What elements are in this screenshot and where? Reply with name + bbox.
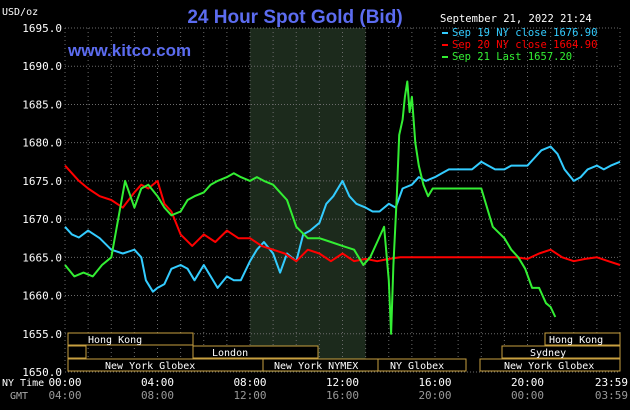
legend-label: Sep 19 NY close 1676.90 xyxy=(452,27,597,39)
y-tick-label: 1690.0 xyxy=(22,60,62,73)
london-session-shade xyxy=(250,28,366,372)
y-tick-label: 1670.0 xyxy=(22,213,62,226)
session-bars: Hong Kong London New York Globex New Yor… xyxy=(67,332,621,372)
session-label-new-york-globex-left: New York Globex xyxy=(105,361,195,372)
y-axis-ticks: 1650.0 1655.0 1660.0 1665.0 1670.0 1675.0 1680… xyxy=(22,22,62,379)
x-tick-label-gmt: 20:00 xyxy=(418,389,451,402)
y-tick-label: 1695.0 xyxy=(22,22,62,35)
session-bar-ny-globex xyxy=(377,358,467,372)
session-bar-hong-kong-top xyxy=(67,332,194,346)
session-label-new-york-nymex: New York NYMEX xyxy=(274,361,358,372)
x-tick-label-gmt: 03:59 xyxy=(595,389,628,402)
session-bar-hong-kong-right xyxy=(544,332,621,346)
series-line-sep-19 xyxy=(64,145,621,293)
session-label-london: London xyxy=(212,348,248,359)
x-tick-label-ny: 00:00 xyxy=(48,376,81,389)
y-tick-label: 1650.0 xyxy=(22,366,62,379)
x-tick-label-ny: 20:00 xyxy=(511,376,544,389)
legend-label: Sep 21 Last 1657.20 xyxy=(452,51,572,63)
legend-label: Sep 20 NY close 1664.90 xyxy=(452,39,597,51)
session-bar-london-left-stub xyxy=(67,345,87,359)
series-line-sep-21 xyxy=(64,80,557,335)
session-label-sydney: Sydney xyxy=(530,348,566,359)
chart-title: 24 Hour Spot Gold (Bid) xyxy=(187,7,402,28)
y-tick-label: 1660.0 xyxy=(22,290,62,303)
y-tick-label: 1655.0 xyxy=(22,328,62,341)
x-tick-label-ny: 12:00 xyxy=(326,376,359,389)
x-tick-label-ny: 04:00 xyxy=(141,376,174,389)
chart-grid xyxy=(64,27,621,373)
session-label-hong-kong-right: Hong Kong xyxy=(549,335,603,346)
y-tick-label: 1675.0 xyxy=(22,175,62,188)
session-label-hong-kong-top: Hong Kong xyxy=(88,335,142,346)
x-tick-label-gmt: 12:00 xyxy=(233,389,266,402)
session-bar-new-york-globex-right xyxy=(479,358,621,372)
series-lines xyxy=(64,80,621,335)
x-tick-label-gmt: 00:00 xyxy=(511,389,544,402)
session-bar-sydney xyxy=(501,345,621,359)
x-tick-label-ny: 23:59 xyxy=(595,376,628,389)
session-label-new-york-globex-right: New York Globex xyxy=(504,361,594,372)
x-tick-label-gmt: 04:00 xyxy=(48,389,81,402)
session-bar-london xyxy=(192,345,319,359)
y-unit-label: USD/oz xyxy=(2,7,38,18)
y-tick-label: 1685.0 xyxy=(22,98,62,111)
x-tick-label-gmt: 08:00 xyxy=(141,389,174,402)
x-tick-label-gmt: 16:00 xyxy=(326,389,359,402)
session-label-ny-globex: NY Globex xyxy=(390,361,444,372)
timestamp: September 21, 2022 21:24 xyxy=(440,13,592,25)
x-axis-ticks: 00:00 04:00 08:00 12:00 16:00 20:00 23:5904:00… xyxy=(48,376,628,402)
x-axis-label-ny-time: NY Time xyxy=(2,378,44,389)
y-tick-label: 1680.0 xyxy=(22,137,62,150)
website-label: www.kitco.com xyxy=(67,41,191,60)
x-tick-label-ny: 16:00 xyxy=(418,376,451,389)
x-axis-label-gmt: GMT xyxy=(10,391,28,402)
y-tick-label: 1665.0 xyxy=(22,251,62,264)
x-tick-label-ny: 08:00 xyxy=(233,376,266,389)
